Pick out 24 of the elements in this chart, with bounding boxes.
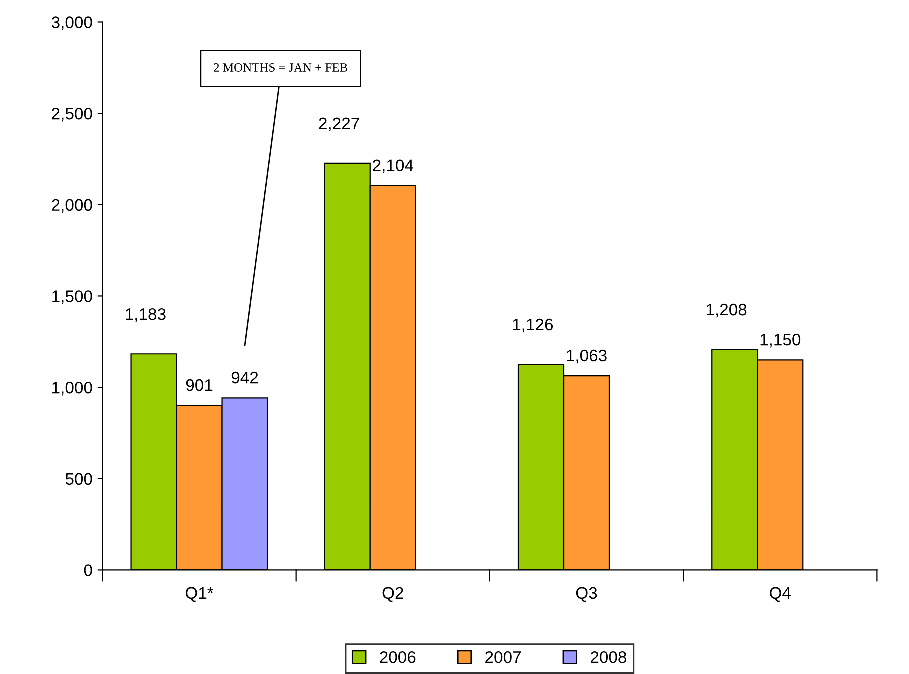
x-tick-label: Q3: [576, 587, 598, 602]
data-label: 2,227: [319, 118, 360, 132]
x-tick-label: Q2: [382, 587, 404, 602]
y-tick-label: 1,500: [52, 290, 92, 304]
y-tick-label: 1,000: [52, 382, 92, 396]
data-label: 1,150: [760, 334, 801, 348]
legend-label: 2007: [486, 651, 521, 664]
data-label: 2,104: [373, 160, 414, 174]
legend-label: 2006: [380, 651, 416, 664]
y-tick-label: 500: [66, 473, 92, 486]
data-label: 942: [232, 372, 258, 384]
y-tick-label: 0: [84, 564, 92, 576]
y-tick-label: 2,000: [52, 199, 92, 214]
x-tick-label: Q1*: [186, 587, 214, 602]
y-tick-label: 3,000: [52, 16, 92, 30]
x-tick-label: Q4: [770, 587, 792, 602]
data-label: 1,183: [126, 308, 166, 322]
legend-label: 2008: [590, 651, 627, 664]
annotation: 2 MONTHS = JAN + FEB: [214, 64, 348, 72]
y-tick-label: 2,500: [52, 108, 92, 122]
data-label: 1,063: [567, 350, 607, 364]
data-label: 1,208: [706, 304, 747, 318]
data-label: 901: [186, 379, 213, 392]
data-label: 1,126: [513, 318, 554, 333]
